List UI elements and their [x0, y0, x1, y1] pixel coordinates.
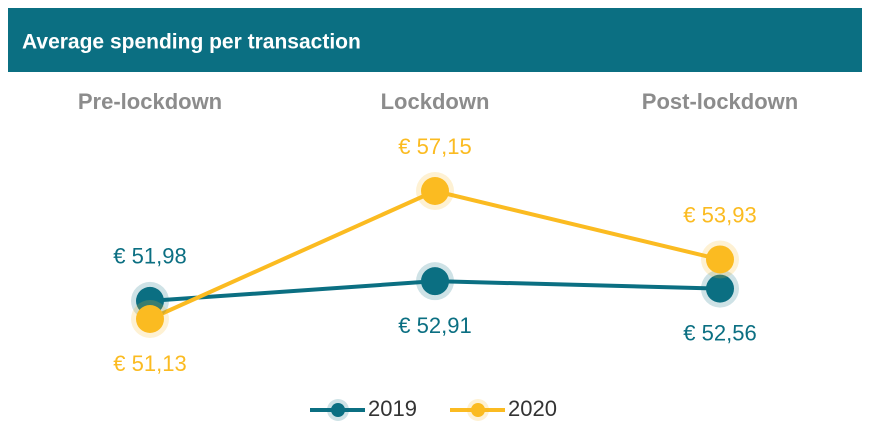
legend-label: 2020 [508, 396, 557, 421]
legend-marker [331, 403, 345, 417]
marker [421, 267, 449, 296]
value-label: € 53,93 [683, 202, 756, 227]
marker [706, 245, 734, 274]
category-label: Post-lockdown [642, 89, 798, 114]
value-label: € 51,98 [113, 244, 186, 269]
marker [706, 274, 734, 303]
legend-label: 2019 [368, 396, 417, 421]
marker [136, 305, 164, 333]
marker [421, 177, 449, 205]
category-label: Lockdown [381, 89, 490, 114]
value-label: € 52,91 [398, 313, 471, 338]
value-label: € 52,56 [683, 320, 756, 345]
value-label: € 51,13 [113, 351, 186, 376]
legend-marker [471, 403, 485, 417]
category-label: Pre-lockdown [78, 89, 222, 114]
header-bar [8, 8, 862, 72]
chart-title: Average spending per transaction [22, 31, 361, 54]
value-label: € 57,15 [398, 134, 471, 159]
